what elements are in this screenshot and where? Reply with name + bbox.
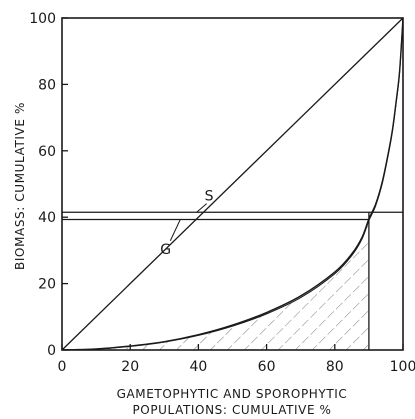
g-leader-line xyxy=(169,219,181,241)
y-tick-label-60: 60 xyxy=(38,144,56,160)
s-leader-line xyxy=(196,203,207,213)
x-tick-label-40: 40 xyxy=(189,359,207,375)
x-tick-label-0: 0 xyxy=(58,359,67,375)
y-tick-label-20: 20 xyxy=(38,277,56,293)
x-tick-label-60: 60 xyxy=(258,359,276,375)
annotation-s: S xyxy=(205,189,214,205)
y-tick-label-100: 100 xyxy=(29,11,56,27)
x-tick-label-80: 80 xyxy=(326,359,344,375)
y-tick-label-80: 80 xyxy=(38,77,56,93)
axis-ticks: 0 20 40 60 80 100 0 20 40 60 80 100 xyxy=(29,11,415,375)
y-tick-label-40: 40 xyxy=(38,210,56,226)
plot-frame xyxy=(61,17,404,351)
x-axis-title-line-2: POPULATIONS: CUMULATIVE % xyxy=(132,403,331,417)
x-tick-label-100: 100 xyxy=(390,359,415,375)
x-axis-title-line-1: GAMETOPHYTIC AND SPOROPHYTIC xyxy=(117,387,348,401)
y-tick-label-0: 0 xyxy=(47,343,56,359)
series-g-curve xyxy=(62,18,403,350)
x-tick-label-20: 20 xyxy=(121,359,139,375)
hatched-region xyxy=(62,220,369,350)
y-axis-title: BIOMASS: CUMULATIVE % xyxy=(13,102,27,270)
equality-line xyxy=(61,17,404,351)
annotation-g: G xyxy=(160,242,171,258)
